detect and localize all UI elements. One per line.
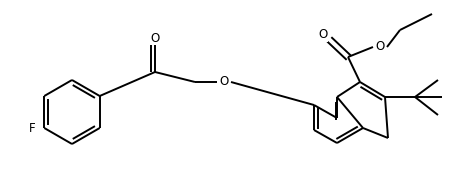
Text: O: O <box>150 32 159 44</box>
Text: O: O <box>219 75 228 88</box>
Text: O: O <box>318 28 327 41</box>
Text: O: O <box>375 41 384 54</box>
Text: F: F <box>29 122 35 135</box>
